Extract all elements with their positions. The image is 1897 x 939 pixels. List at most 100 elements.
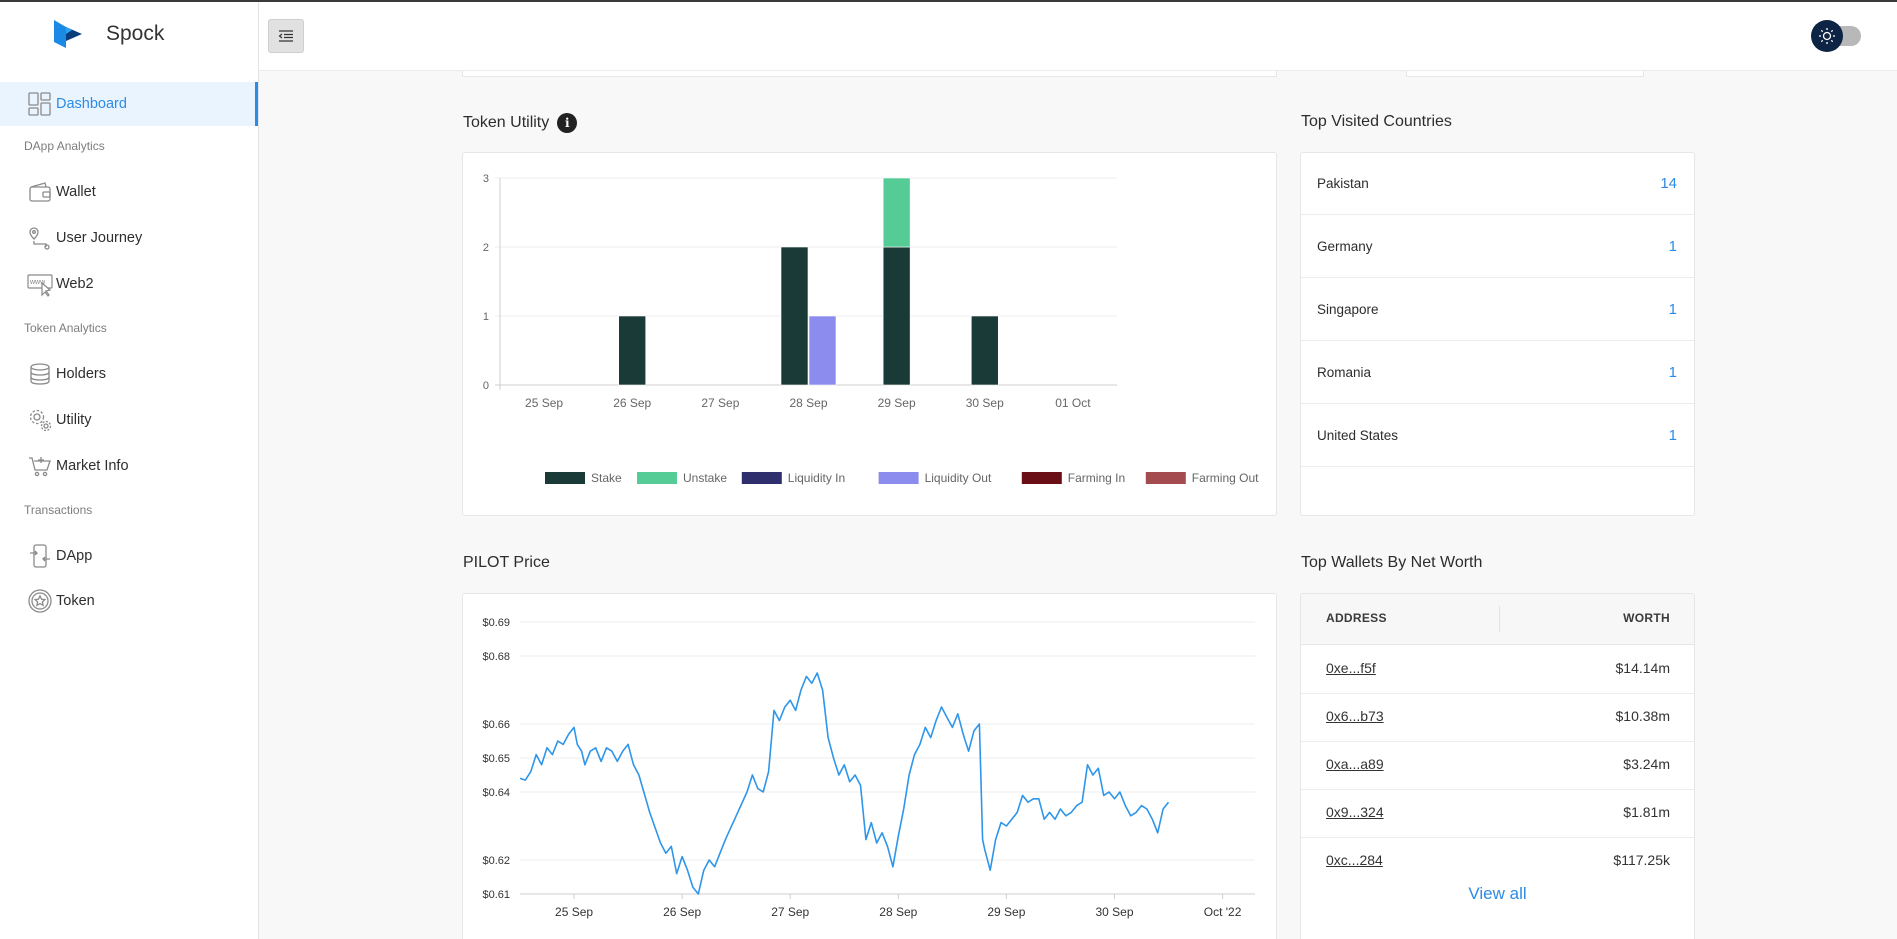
x-tick-label: 29 Sep <box>987 905 1025 919</box>
y-tick-label: $0.68 <box>482 651 510 663</box>
sidebar-item-label: Dashboard <box>56 96 127 112</box>
bar-unstake <box>882 177 911 248</box>
y-tick-label: $0.64 <box>482 787 510 799</box>
countries-title: Top Visited Countries <box>1301 113 1452 130</box>
country-row[interactable]: United States 1 <box>1301 405 1694 467</box>
legend-swatch <box>878 472 919 484</box>
y-tick-label: 1 <box>483 311 489 323</box>
table-row: 0xa...a89 $3.24m <box>1301 741 1694 790</box>
table-row: 0xe...f5f $14.14m <box>1301 645 1694 694</box>
country-count: 14 <box>1660 175 1677 192</box>
dashboard-icon <box>26 90 54 118</box>
sidebar-item-label: DApp <box>56 548 93 564</box>
legend-swatch <box>545 472 585 484</box>
nav-section-token-analytics: Token Analytics <box>24 321 107 335</box>
wallet-worth: $117.25k <box>1613 852 1670 868</box>
y-tick-label: 2 <box>483 242 489 254</box>
wallet-address-link[interactable]: 0xe...f5f <box>1326 660 1376 676</box>
token-utility-card: 0 1 2 3 25 Sep 26 Sep 27 Sep 28 Sep 29 Sep 30 Sep… <box>462 152 1277 516</box>
column-header-worth[interactable]: WORTH <box>1623 611 1670 625</box>
y-tick-label: $0.65 <box>482 753 510 765</box>
legend-swatch <box>637 472 677 484</box>
legend-label: Liquidity Out <box>925 471 992 485</box>
sidebar-item-dapp[interactable]: DApp <box>0 534 258 578</box>
column-header-address[interactable]: ADDRESS <box>1326 611 1387 625</box>
sidebar-item-token[interactable]: Token <box>0 579 258 623</box>
bar-stake <box>780 246 809 386</box>
country-row[interactable]: Pakistan 14 <box>1301 153 1694 215</box>
country-row[interactable]: Singapore 1 <box>1301 279 1694 341</box>
sidebar-item-label: User Journey <box>56 230 143 246</box>
token-utility-chart: 0 1 2 3 25 Sep 26 Sep 27 Sep 28 Sep 29 Sep 30 Sep… <box>483 173 1259 485</box>
x-tick-label: 25 Sep <box>555 905 593 919</box>
x-tick-label: 01 Oct <box>1055 396 1091 410</box>
top-bar <box>259 2 1897 71</box>
wallet-worth: $3.24m <box>1623 756 1670 772</box>
x-tick-label: Oct '22 <box>1204 905 1242 919</box>
wallet-worth: $10.38m <box>1615 708 1670 724</box>
countries-card: Pakistan 14 Germany 1 Singapore 1 Romani… <box>1300 152 1695 516</box>
sun-icon <box>1811 20 1843 52</box>
legend-label: Farming Out <box>1192 471 1259 485</box>
x-tick-label: 27 Sep <box>701 396 739 410</box>
bar-stake <box>882 246 911 386</box>
country-row[interactable]: Romania 1 <box>1301 342 1694 404</box>
card-previous-bottom <box>1406 71 1644 77</box>
sidebar-item-web2[interactable]: www Web2 <box>0 262 258 306</box>
legend-label: Farming In <box>1068 471 1125 485</box>
brand[interactable]: Spock <box>52 16 164 52</box>
country-count: 1 <box>1668 427 1677 444</box>
sidebar-item-label: Web2 <box>56 276 94 292</box>
coin-stack-icon <box>26 360 54 388</box>
spock-logo-icon <box>54 20 82 48</box>
phone-exchange-icon <box>26 542 54 570</box>
table-row: 0x6...b73 $10.38m <box>1301 693 1694 742</box>
sidebar-item-holders[interactable]: Holders <box>0 352 258 396</box>
sidebar-toggle-button[interactable] <box>268 19 304 53</box>
legend-label: Unstake <box>683 471 727 485</box>
wallet-address-link[interactable]: 0x6...b73 <box>1326 708 1384 724</box>
legend-label: Stake <box>591 471 622 485</box>
x-tick-label: 27 Sep <box>771 905 809 919</box>
sidebar-item-dashboard[interactable]: Dashboard <box>0 82 258 126</box>
table-row: 0xc...284 $117.25k <box>1301 837 1694 885</box>
wallet-address-link[interactable]: 0xa...a89 <box>1326 756 1384 772</box>
y-tick-label: 3 <box>483 173 489 185</box>
sidebar-item-utility[interactable]: Utility <box>0 398 258 442</box>
country-row[interactable]: Germany 1 <box>1301 216 1694 278</box>
cart-icon <box>26 452 54 480</box>
sidebar-item-user-journey[interactable]: User Journey <box>0 216 258 260</box>
sidebar-item-wallet[interactable]: Wallet <box>0 170 258 214</box>
wallets-table-header: ADDRESS WORTH <box>1301 594 1694 645</box>
sidebar: Spock Dashboard DApp Analytics Wallet Us… <box>0 2 259 939</box>
route-pin-icon <box>26 224 54 252</box>
info-icon[interactable]: i <box>557 113 578 133</box>
x-tick-label: 25 Sep <box>525 396 563 410</box>
theme-toggle[interactable] <box>1811 20 1863 52</box>
indent-menu-icon <box>278 30 293 42</box>
bar-liquidity-out <box>808 315 837 386</box>
y-tick-label: $0.62 <box>482 855 510 867</box>
sidebar-item-label: Token <box>56 593 95 609</box>
country-count: 1 <box>1668 301 1677 318</box>
wallet-address-link[interactable]: 0x9...324 <box>1326 804 1384 820</box>
country-count: 1 <box>1668 364 1677 381</box>
legend-swatch <box>1021 472 1062 484</box>
sidebar-item-label: Utility <box>56 412 92 428</box>
nav-section-transactions: Transactions <box>24 503 93 517</box>
column-divider <box>1499 606 1500 632</box>
nav-section-dapp-analytics: DApp Analytics <box>24 139 105 153</box>
brand-name: Spock <box>106 22 165 45</box>
country-name: Pakistan <box>1317 176 1369 191</box>
country-count: 1 <box>1668 238 1677 255</box>
legend-swatch <box>1145 472 1186 484</box>
sidebar-item-market-info[interactable]: Market Info <box>0 444 258 488</box>
www-cursor-icon: www <box>26 270 54 298</box>
token-utility-title-text: Token Utility <box>463 114 550 131</box>
view-all-link[interactable]: View all <box>1468 884 1527 903</box>
wallet-icon <box>26 178 54 206</box>
country-name: Romania <box>1317 365 1372 380</box>
country-name: Singapore <box>1317 302 1379 317</box>
price-line <box>519 672 1170 895</box>
wallet-address-link[interactable]: 0xc...284 <box>1326 852 1383 868</box>
